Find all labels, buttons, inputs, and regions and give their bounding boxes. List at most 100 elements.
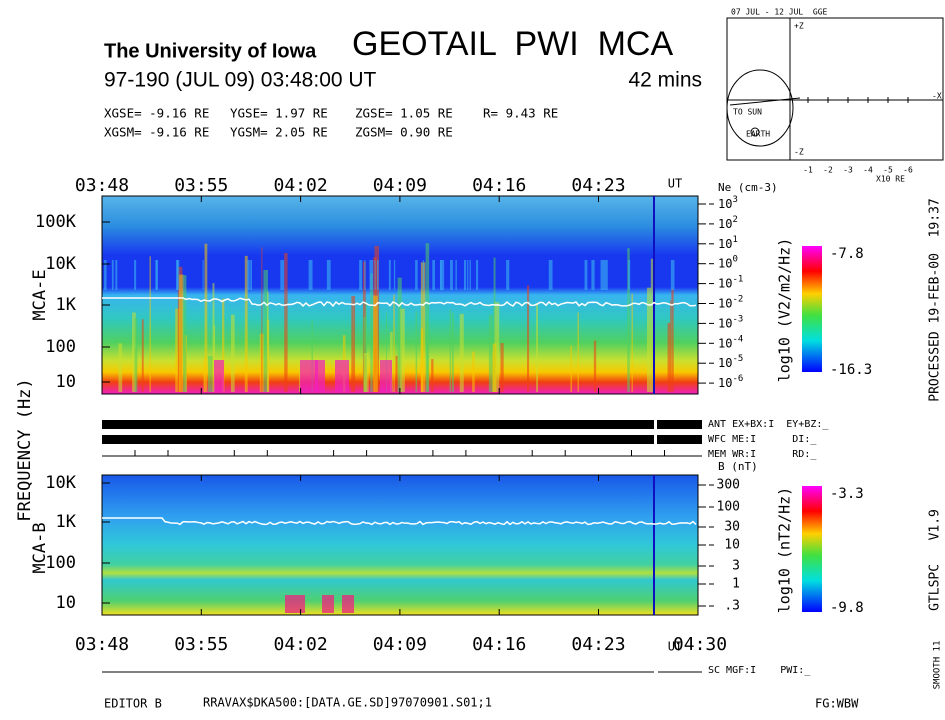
position: XGSE= -9.16 RE (104, 106, 209, 121)
streak (213, 325, 216, 392)
b-label: 100 (717, 500, 740, 515)
streak (280, 260, 285, 290)
streak (134, 260, 137, 290)
streak (397, 277, 402, 392)
streak (308, 260, 313, 290)
axis-label: FREQUENCY (Hz) (15, 378, 35, 521)
streak (506, 260, 510, 290)
version: GTLSPC V1.9 (928, 509, 943, 611)
orbit-x: -X (932, 92, 942, 101)
density-line (102, 297, 697, 308)
streak (459, 313, 464, 392)
streak (488, 315, 493, 392)
streak (415, 260, 418, 290)
streak (369, 260, 374, 290)
freq-label: 100 (45, 337, 76, 357)
file: RRAVAX$DKA500:[DATA.GE.SD]97070901.S01;1 (203, 696, 492, 710)
streak (650, 258, 655, 392)
ne-title: Ne (cm-3) (718, 181, 778, 194)
streak (222, 298, 225, 392)
fg: FG:WBW (815, 697, 859, 711)
ne-label: 103 (718, 195, 738, 211)
time-label: 03:55 (174, 175, 228, 196)
time-label: 04:02 (274, 634, 328, 655)
streak (393, 294, 395, 392)
streak (670, 260, 675, 290)
time-label: 04:23 (571, 634, 625, 655)
streak (548, 260, 553, 290)
streak (363, 352, 369, 392)
streak (250, 260, 253, 290)
streak (370, 273, 373, 392)
streak (500, 343, 504, 392)
position: YGSM= 2.05 RE (230, 125, 328, 140)
streak (631, 293, 633, 392)
orbit-tick-label: -1 (803, 166, 813, 175)
streak (156, 260, 159, 290)
b-label: .3 (724, 599, 740, 614)
burst (342, 595, 354, 613)
streak (628, 260, 631, 290)
time-label: 04:09 (373, 634, 427, 655)
time-label: 03:48 (75, 634, 129, 655)
streak (261, 247, 263, 392)
colorbar-max: -3.3 (830, 486, 864, 502)
streak (627, 248, 630, 392)
freq-label: 1K (56, 512, 77, 532)
burst (315, 360, 325, 392)
streak (364, 260, 366, 290)
streak (475, 260, 479, 290)
orbit-sun: TO SUN (733, 108, 762, 117)
status-bar (657, 435, 702, 444)
b-label: 30 (724, 520, 740, 535)
streak (115, 260, 118, 290)
streak (263, 270, 268, 392)
orbit-tick-label: -4 (863, 166, 873, 175)
streak (176, 260, 178, 290)
status-bar (102, 435, 654, 444)
streak (351, 295, 356, 392)
streak (415, 311, 418, 392)
b-label: 1 (732, 577, 740, 592)
streak (393, 260, 396, 290)
freq-label: 10 (56, 593, 76, 613)
processed: PROCESSED 19-FEB-00 19:37 (928, 198, 943, 402)
position: R= 9.43 RE (483, 106, 558, 121)
colorbar (802, 246, 822, 372)
streak (374, 260, 376, 290)
time-label: 03:55 (174, 634, 228, 655)
status-text: MEM WR:I RD:_ (708, 449, 817, 460)
status-text: ANT EX+BX:I EY+BZ:_ (708, 419, 829, 430)
streak (670, 300, 672, 392)
status-bar (102, 420, 654, 429)
streak (431, 359, 434, 392)
streak (449, 309, 451, 392)
streak (204, 243, 208, 392)
orbit-z: -Z (794, 148, 804, 157)
sun-line (729, 97, 801, 106)
streak (536, 302, 539, 392)
streak (326, 260, 331, 290)
orbit-inset: 07 JUL - 12 JUL GGE TO SUN EARTH X10 RE … (726, 8, 944, 184)
streak (373, 295, 378, 392)
ne-label: 10-3 (718, 314, 743, 330)
freq-label: 1K (56, 295, 77, 315)
freq-label: 100 (45, 553, 76, 573)
field-line (102, 517, 697, 526)
streak (671, 288, 674, 392)
streak (646, 287, 652, 392)
orbit-title: 07 JUL - 12 JUL GGE (731, 8, 828, 17)
freq-label: 10 (56, 372, 76, 392)
streak (577, 312, 579, 392)
streak (432, 260, 435, 290)
streak (449, 260, 453, 290)
orbit-earth: EARTH (746, 130, 770, 139)
panel-label: MCA-E (30, 269, 50, 320)
orbit-tick-label: -6 (903, 166, 913, 175)
position: ZGSM= 0.90 RE (355, 125, 453, 140)
burst (214, 360, 224, 392)
streak (395, 355, 398, 392)
orbit-frame (726, 17, 944, 161)
streak (422, 260, 424, 290)
